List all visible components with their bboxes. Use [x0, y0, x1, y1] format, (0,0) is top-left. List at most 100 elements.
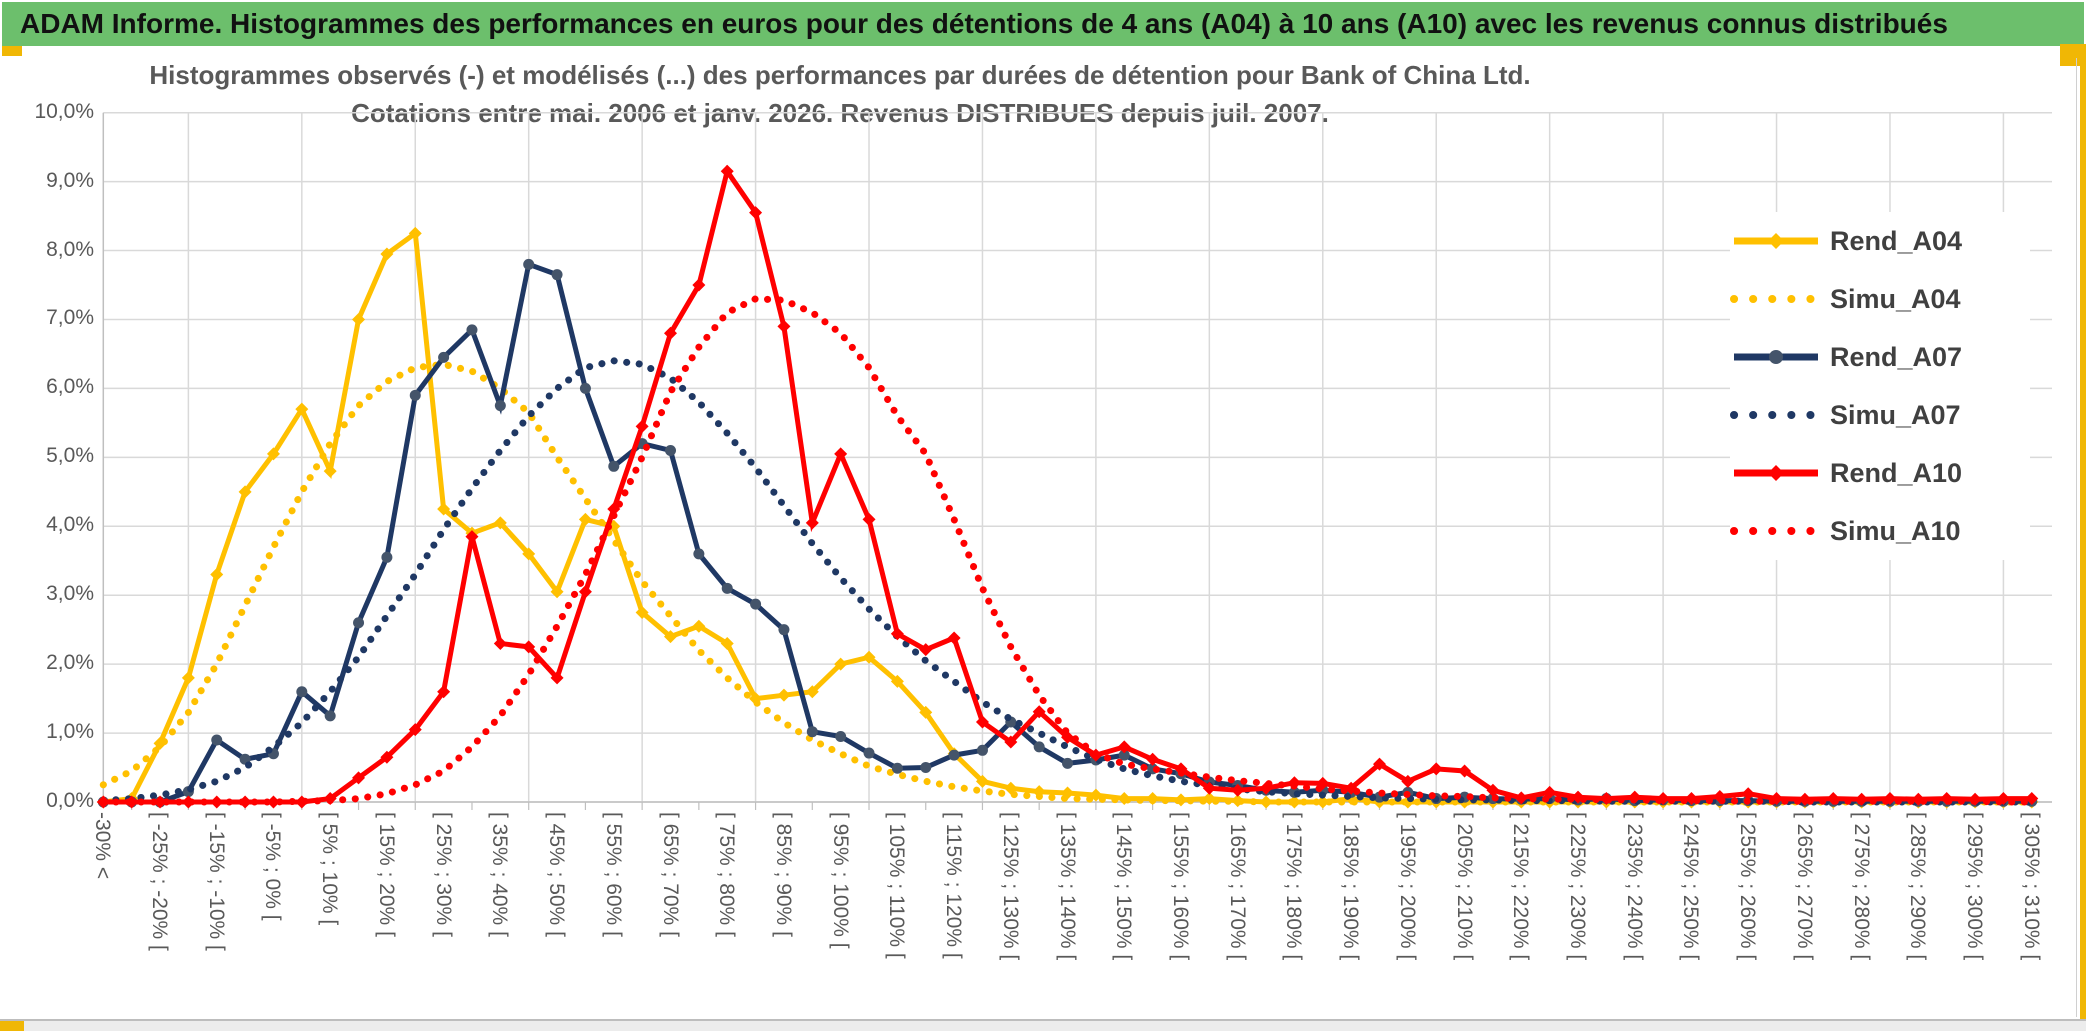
x-axis-label: [ 55% ; 60% [ — [601, 812, 625, 937]
x-axis-label: [ 305% ; 310% [ — [2019, 812, 2043, 961]
marker-Rend_A10 — [1741, 787, 1755, 801]
x-axis-label: [ 175% ; 180% [ — [1282, 812, 1306, 961]
x-axis-label: [ 255% ; 260% [ — [1736, 812, 1760, 961]
x-axis-label: [ 95% ; 100% [ — [828, 812, 852, 949]
y-axis-label: 1,0% — [46, 720, 94, 744]
x-axis-label: [ 195% ; 200% [ — [1395, 812, 1419, 961]
marker-Rend_A07 — [891, 762, 903, 774]
marker-Rend_A10 — [408, 723, 422, 737]
marker-Rend_A04 — [834, 657, 848, 671]
marker-Rend_A04 — [890, 674, 904, 688]
y-axis-label: 8,0% — [46, 237, 94, 261]
marker-Rend_A04 — [380, 247, 394, 261]
x-axis-label: [ 115% ; 120% [ — [942, 812, 966, 959]
marker-Rend_A10 — [975, 715, 989, 729]
marker-Rend_A04 — [352, 312, 366, 326]
x-axis-label: [ 165% ; 170% [ — [1225, 812, 1249, 961]
marker-Rend_A07 — [1062, 757, 1074, 769]
x-axis-label: [ 75% ; 80% [ — [715, 812, 739, 937]
marker-Rend_A07 — [466, 324, 478, 336]
legend-swatch-solid — [1734, 233, 1818, 249]
marker-Rend_A10 — [550, 671, 564, 685]
y-axis-label: 0,0% — [46, 789, 94, 812]
marker-Rend_A10 — [1429, 762, 1443, 776]
marker-Rend_A10 — [947, 631, 961, 645]
marker-Rend_A10 — [380, 750, 394, 764]
marker-Rend_A10 — [635, 419, 649, 433]
marker-Rend_A07 — [381, 551, 393, 563]
legend-swatch-solid — [1734, 350, 1818, 364]
x-axis-label: [ 265% ; 270% [ — [1792, 812, 1816, 961]
x-axis-label: [ 205% ; 210% [ — [1452, 812, 1476, 961]
y-axis-label: 5,0% — [46, 444, 94, 468]
report-title-bar: ADAM Informe. Histogrammes des performan… — [2, 2, 2084, 46]
x-axis-label: [ -5% ; 0% [ — [261, 812, 285, 921]
marker-Rend_A07 — [551, 269, 563, 281]
marker-Rend_A07 — [750, 598, 762, 610]
marker-Rend_A10 — [493, 636, 507, 650]
x-axis-label: [ 5% ; 10% [ — [318, 812, 342, 926]
marker-Rend_A10 — [692, 278, 706, 292]
marker-Rend_A10 — [862, 512, 876, 526]
x-axis-label: [ 125% ; 130% [ — [998, 812, 1022, 961]
series-line-Simu_A10 — [99, 295, 2036, 806]
legend-swatch-dotted — [1730, 411, 1822, 419]
legend-label: Simu_A07 — [1830, 399, 1961, 430]
x-axis-label: [ 45% ; 50% [ — [545, 812, 569, 937]
marker-Rend_A10 — [720, 164, 734, 178]
marker-Rend_A04 — [720, 636, 734, 650]
marker-Rend_A07 — [721, 582, 733, 594]
x-axis-label: [ 85% ; 90% [ — [771, 812, 795, 937]
legend-label: Simu_A04 — [1830, 283, 1961, 314]
marker-Rend_A04 — [578, 512, 592, 526]
y-axis-label: 2,0% — [46, 651, 94, 675]
marker-Rend_A07 — [608, 460, 620, 472]
marker-Rend_A10 — [890, 627, 904, 641]
marker-Rend_A10 — [919, 643, 933, 657]
marker-Rend_A04 — [550, 585, 564, 599]
marker-Rend_A07 — [1118, 749, 1130, 761]
marker-Rend_A10 — [1032, 705, 1046, 719]
marker-Rend_A04 — [919, 705, 933, 719]
marker-Rend_A10 — [266, 795, 280, 809]
bottom-scrollbar-track[interactable] — [0, 1019, 2086, 1031]
marker-Rend_A04 — [210, 568, 224, 582]
marker-Rend_A10 — [1458, 764, 1472, 778]
marker-Rend_A07 — [438, 351, 450, 363]
marker-Rend_A07 — [693, 548, 705, 560]
x-axis-label: [ 105% ; 110% [ — [885, 812, 909, 959]
marker-Rend_A07 — [523, 258, 535, 270]
marker-Rend_A10 — [777, 319, 791, 333]
legend-swatch-dotted — [1730, 527, 1822, 535]
marker-Rend_A07 — [778, 624, 790, 636]
marker-Rend_A10 — [834, 447, 848, 461]
marker-Rend_A10 — [2025, 792, 2039, 806]
marker-Rend_A04 — [664, 630, 677, 644]
marker-Rend_A10 — [437, 685, 451, 699]
x-axis-label: -30% < — [91, 812, 115, 880]
x-axis-label: [ 185% ; 190% [ — [1339, 812, 1363, 961]
marker-Rend_A07 — [948, 749, 960, 761]
marker-Rend_A07 — [324, 710, 336, 722]
legend-label: Simu_A10 — [1830, 515, 1961, 546]
marker-Rend_A10 — [465, 530, 479, 544]
chart-card-border — [2076, 58, 2077, 1017]
y-axis-label: 9,0% — [46, 168, 94, 192]
marker-Rend_A10 — [1146, 752, 1160, 766]
gold-accent-top-left — [2, 46, 22, 56]
marker-Rend_A10 — [522, 640, 536, 654]
marker-Rend_A04 — [408, 226, 422, 240]
x-axis-label: [ 295% ; 300% [ — [1963, 812, 1987, 961]
marker-Rend_A10 — [1231, 783, 1245, 797]
marker-Rend_A07 — [579, 382, 591, 394]
x-axis-label: [ 145% ; 150% [ — [1112, 812, 1136, 961]
marker-Rend_A10 — [153, 795, 167, 809]
x-axis-label: [ 15% ; 20% [ — [374, 812, 398, 937]
marker-Rend_A07 — [806, 726, 818, 738]
x-axis-label: [ 285% ; 290% [ — [1906, 812, 1930, 961]
legend-label: Rend_A07 — [1830, 341, 1963, 372]
x-axis-label: [ 25% ; 30% [ — [431, 812, 455, 937]
chart-title-line1: Histogrammes observés (-) et modélisés (… — [149, 60, 1531, 90]
